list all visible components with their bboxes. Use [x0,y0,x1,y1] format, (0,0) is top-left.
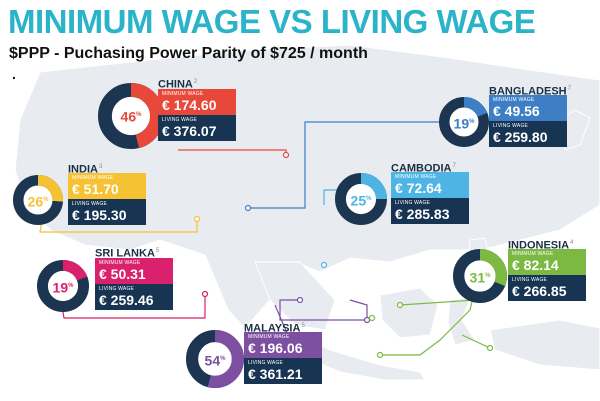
living-wage-label: LIVING WAGE [248,360,284,366]
living-wage-label: LIVING WAGE [99,286,135,292]
wage-box-srilanka: MINIMUM WAGE € 50.31 LIVING WAGE € 259.4… [95,258,173,310]
minimum-wage-label: MINIMUM WAGE [395,174,437,180]
ring-group [13,83,508,389]
living-wage-srilanka: € 259.46 [99,292,154,308]
stray-dot: . [12,66,16,82]
percent-indonesia: 31% [469,269,491,286]
percent-india: 26% [27,193,49,210]
ring-arc-bangladesh [439,97,489,147]
country-name-china: CHINA2 [158,78,198,91]
page-title: MINIMUM WAGE VS LIVING WAGE [8,3,536,40]
minimum-wage-label: MINIMUM WAGE [72,175,114,181]
wage-box-indonesia: MINIMUM WAGE € 82.14 LIVING WAGE € 266.8… [508,249,586,301]
country-name-srilanka: SRI LANKA5 [95,247,160,260]
country-name-india: INDIA3 [68,163,103,176]
wage-box-china: MINIMUM WAGE € 174.60 LIVING WAGE € 376.… [158,89,236,141]
living-wage-malaysia: € 361.21 [248,366,303,382]
percent-srilanka: 19% [52,279,74,296]
minimum-wage-cambodia: € 72.64 [395,180,442,196]
minimum-wage-malaysia: € 196.06 [248,340,303,356]
ring-arc-srilanka [36,259,89,313]
minimum-wage-indonesia: € 82.14 [512,257,559,273]
country-name-bangladesh: BANGLADESH7 [489,85,571,98]
living-wage-label: LIVING WAGE [493,123,529,129]
percent-bangladesh: 19% [453,115,475,132]
living-wage-label: LIVING WAGE [162,117,198,123]
country-name-indonesia: INDONESIA4 [508,239,574,252]
living-wage-china: € 376.07 [162,123,217,139]
wage-box-cambodia: MINIMUM WAGE € 72.64 LIVING WAGE € 285.8… [391,172,469,224]
landmass-peninsula [254,261,336,331]
country-name-malaysia: MALAYSIA5 [244,322,305,335]
minimum-wage-label: MINIMUM WAGE [99,260,141,266]
minimum-wage-label: MINIMUM WAGE [162,91,204,97]
ring-arc-indonesia [452,248,507,303]
country-name-cambodia: CAMBODIA7 [391,162,456,175]
wage-box-malaysia: MINIMUM WAGE € 196.06 LIVING WAGE € 361.… [244,332,322,384]
living-wage-label: LIVING WAGE [395,200,431,206]
landmass-newguinea [489,319,600,371]
living-wage-label: LIVING WAGE [512,277,548,283]
percent-china: 46% [120,108,142,125]
living-wage-cambodia: € 285.83 [395,206,450,222]
minimum-wage-label: MINIMUM WAGE [512,251,554,257]
ring-arc-cambodia [334,173,387,226]
minimum-wage-bangladesh: € 49.56 [493,103,540,119]
percent-cambodia: 25% [350,192,372,209]
ring-arc-india [13,175,63,225]
minimum-wage-label: MINIMUM WAGE [493,97,535,103]
living-wage-india: € 195.30 [72,207,127,223]
living-wage-indonesia: € 266.85 [512,283,567,299]
minimum-wage-india: € 51.70 [72,181,119,197]
ring-arc-china [98,83,164,149]
percent-malaysia: 54% [204,352,226,369]
minimum-wage-china: € 174.60 [162,97,217,113]
ring-arc-malaysia [185,330,244,389]
wage-box-india: MINIMUM WAGE € 51.70 LIVING WAGE € 195.3… [68,173,146,225]
living-wage-bangladesh: € 259.80 [493,129,548,145]
landmass-borneo [379,287,439,339]
living-wage-label: LIVING WAGE [72,201,108,207]
page-subtitle: $PPP - Puchasing Power Parity of $725 / … [9,45,368,62]
minimum-wage-srilanka: € 50.31 [99,266,146,282]
wage-box-bangladesh: MINIMUM WAGE € 49.56 LIVING WAGE € 259.8… [489,95,567,147]
minimum-wage-label: MINIMUM WAGE [248,334,290,340]
